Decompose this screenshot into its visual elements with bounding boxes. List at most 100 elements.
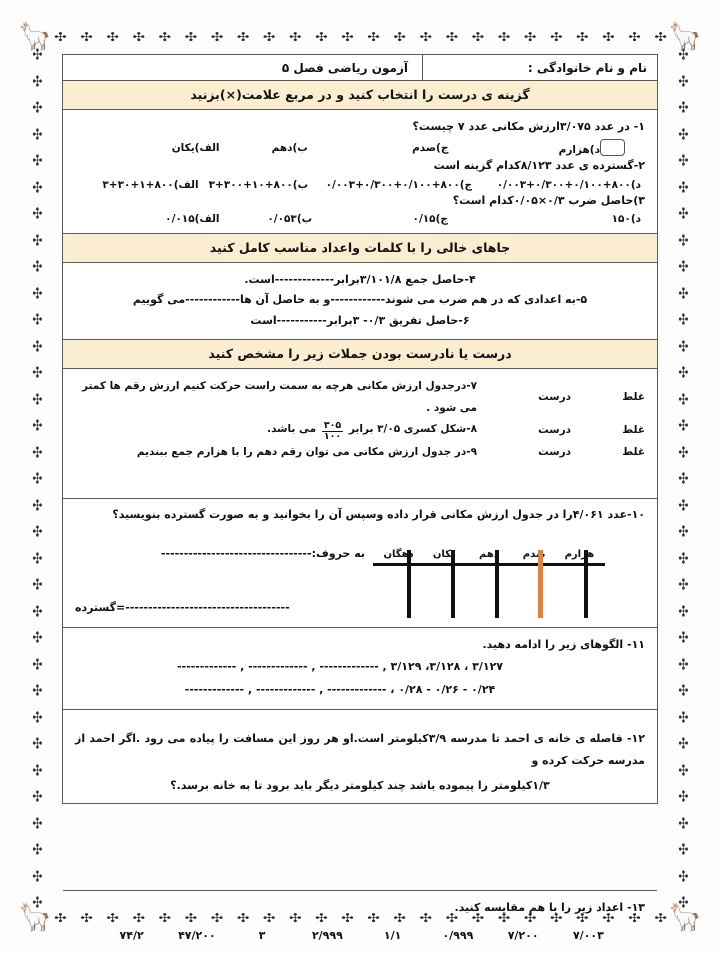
border-motif-icon: ✣ <box>30 445 45 457</box>
border-motif-icon: ✣ <box>676 471 691 484</box>
exam-sheet: نام و نام خانوادگی : آزمون ریاضی فصل ۵ گ… <box>62 54 658 942</box>
true-option-q8[interactable]: درست <box>538 423 571 436</box>
question-4-text: ۴-حاصل جمع ۳/۱۰۱/۸برابر-------------است. <box>244 273 476 287</box>
border-motif-icon: ✣ <box>602 29 615 44</box>
option-a-q1[interactable]: الف)یکان <box>171 141 220 154</box>
in-words-blank[interactable]: --------------------------------- <box>160 546 312 560</box>
option-c-q3[interactable]: ج)۰/۱۵ <box>412 213 448 226</box>
border-motif-icon: ✣ <box>576 29 589 44</box>
place-value-table: هزارم صدم دهم یکان دهگان <box>373 545 605 621</box>
option-b-q3[interactable]: ب)۰/۰۵۳ <box>267 213 313 226</box>
false-option-q8[interactable]: غلط <box>622 423 645 436</box>
question-8-row: غلط درست ۸-شکل کسری ۳/۰۵ برابر ۳۰۵ ۱۰۰ م… <box>75 419 645 442</box>
border-motif-icon: ✣ <box>676 630 691 643</box>
section-banner-fill-blanks: جاهای خالی را با کلمات واعداد مناسب کامل… <box>63 234 657 264</box>
border-motif-icon: ✣ <box>30 392 45 404</box>
question-7-text: ۷-درجدول ارزش مکانی هرچه به سمت راست حرک… <box>81 380 477 414</box>
question-2-text: ۲-گسترده ی عدد ۸/۱۲۳کدام گزینه است <box>433 159 645 173</box>
section-patterns: ۱۱- الگوهای زیر را ادامه دهید. ---------… <box>63 628 657 711</box>
compare-value-6: ۰/۹۹۹ <box>442 928 474 942</box>
border-motif-icon: ✣ <box>54 910 67 925</box>
option-b-q2[interactable]: ب)۸۰۰+۱۰+۳۰۰+۳ <box>208 178 309 191</box>
section-word-problem: ۱۲- فاصله ی خانه ی احمد تا مدرسه ۳/۹کیلو… <box>63 710 657 892</box>
true-option-q7[interactable]: درست <box>538 390 571 403</box>
compare-value-5: ۱/۱ <box>383 928 402 942</box>
option-d-q2[interactable]: د)۸۰۰+۰/۱۰۰+۰/۳۰۰+۰/۰۰۳ <box>496 178 641 191</box>
section-fill-blanks: ۴-حاصل جمع ۳/۱۰۱/۸برابر-------------است.… <box>63 263 657 341</box>
option-a-q2[interactable]: الف)۸۰۰+۱+۳۰+۳ <box>102 178 199 191</box>
pattern-sequence-1[interactable]: ------------- , ------------- , --------… <box>176 660 504 674</box>
section-banner-multiple-choice: گزینه ی درست را انتخاب کنید و در مربع عل… <box>63 81 657 110</box>
compare-value-8: ۷/۰۰۳ <box>572 928 604 942</box>
column-header-yekan: یکان <box>432 548 455 560</box>
border-motif-icon: ✣ <box>676 312 691 325</box>
border-motif-icon: ✣ <box>367 29 380 44</box>
section-banner-text: گزینه ی درست را انتخاب کنید و در مربع عل… <box>190 87 530 102</box>
border-motif-icon: ✣ <box>676 339 691 351</box>
border-motif-icon: ✣ <box>676 683 691 696</box>
false-option-q9[interactable]: غلط <box>622 446 645 459</box>
border-motif-icon: ✣ <box>158 29 172 44</box>
border-motif-icon: ✣ <box>262 910 276 925</box>
section-true-false: غلط درست ۷-درجدول ارزش مکانی هرچه به سمت… <box>63 369 657 499</box>
border-motif-icon: ✣ <box>30 869 45 881</box>
option-b-q1[interactable]: ب)دهم <box>271 141 308 154</box>
border-motif-icon: ✣ <box>602 910 615 925</box>
question-12-line-1: ۱۲- فاصله ی خانه ی احمد تا مدرسه ۳/۹کیلو… <box>75 732 645 768</box>
bee-ornament-icon: 🦙 <box>668 21 702 52</box>
compare-value-3: ۳ <box>258 928 266 942</box>
border-motif-icon: ✣ <box>30 339 45 351</box>
section-compare: ۱۳- اعداد زیر را با هم مقایسه کنید. ۷۴/۲… <box>63 891 657 965</box>
section-multiple-choice: ۱- در عدد ۳/۰۷۵ارزش مکانی عدد ۷ چیست؟ د)… <box>63 110 657 235</box>
border-motif-icon: ✣ <box>30 153 45 166</box>
bee-ornament-icon: 🦙 <box>668 902 702 933</box>
border-motif-icon: ✣ <box>289 910 302 925</box>
question-3-options: د)۱۵۰ ج)۰/۱۵ ب)۰/۰۵۳ الف)۰/۰۱۵ <box>75 213 645 225</box>
pattern-sequence-2[interactable]: ------------- , ------------- , --------… <box>184 683 496 697</box>
student-name-field[interactable]: نام و نام خانوادگی : <box>422 55 657 80</box>
border-motif-icon: ✣ <box>30 74 45 86</box>
place-value-divider-1 <box>584 549 588 618</box>
border-motif-icon: ✣ <box>676 180 691 192</box>
option-d-q3[interactable]: د)۱۵۰ <box>611 213 641 226</box>
place-value-horizontal-rule <box>373 562 605 566</box>
place-value-divider-3 <box>451 549 455 618</box>
question-9-text: ۹-در جدول ارزش مکانی می توان رقم دهم را … <box>136 446 477 459</box>
border-motif-icon: ✣ <box>676 365 691 378</box>
compare-value-7: ۷/۲۰۰ <box>507 928 539 942</box>
exam-title-text: آزمون ریاضی فصل ۵ <box>281 60 408 75</box>
border-motif-icon: ✣ <box>158 910 172 925</box>
border-motif-icon: ✣ <box>30 312 45 325</box>
question-6-text: ۶-حاصل تفریق ۰/۳- ۳برابر-----------است <box>250 313 470 327</box>
border-motif-icon: ✣ <box>28 29 41 44</box>
option-c-q2[interactable]: ج)۸۰۰+۰/۱۰۰+۰/۳۰۰+۰/۰۰۳ <box>325 178 473 191</box>
expanded-form-line: ------------------------------------=گست… <box>75 601 290 614</box>
column-header-dahom: دهم <box>479 548 499 560</box>
border-motif-icon: ✣ <box>210 910 224 925</box>
expanded-blank[interactable]: ------------------------------------ <box>125 600 290 614</box>
false-option-q7[interactable]: غلط <box>622 390 645 403</box>
question-13-text: ۱۳- اعداد زیر را با هم مقایسه کنید. <box>454 901 645 915</box>
border-motif-icon: ✣ <box>419 29 432 44</box>
decimal-point-marker <box>538 549 543 618</box>
border-motif-icon: ✣ <box>676 418 691 431</box>
option-a-q3[interactable]: الف)۰/۰۱۵ <box>165 213 220 226</box>
border-motif-icon: ✣ <box>30 206 45 219</box>
border-motif-icon: ✣ <box>80 910 93 925</box>
answer-space-q12[interactable] <box>75 808 645 882</box>
place-value-divider-2 <box>495 549 499 618</box>
option-d-q1[interactable]: د)هزارم <box>501 139 642 157</box>
answer-checkbox-q1[interactable] <box>600 139 625 157</box>
section-place-value: ۱۰-عدد ۴/۰۶۱را در جدول ارزش مکانی قرار د… <box>63 499 657 628</box>
border-motif-icon: ✣ <box>30 630 45 643</box>
option-c-q1[interactable]: ج)صدم <box>412 141 449 154</box>
border-band-top: ✣ ✣ ✣ ✣ ✣ ✣ ✣ ✣ ✣ ✣ ✣ ✣ ✣ ✣ ✣ ✣ ✣ ✣ ✣ ✣ ✣ ✣ ✣ ✣ ✣ ✣ <box>28 24 692 50</box>
true-option-q9[interactable]: درست <box>538 446 571 459</box>
border-motif-icon: ✣ <box>676 206 691 219</box>
place-value-divider-4 <box>407 549 411 618</box>
border-motif-icon: ✣ <box>676 551 691 563</box>
border-motif-icon: ✣ <box>367 910 380 925</box>
border-motif-icon: ✣ <box>30 233 45 245</box>
border-motif-icon: ✣ <box>676 604 691 616</box>
border-motif-icon: ✣ <box>676 736 691 749</box>
